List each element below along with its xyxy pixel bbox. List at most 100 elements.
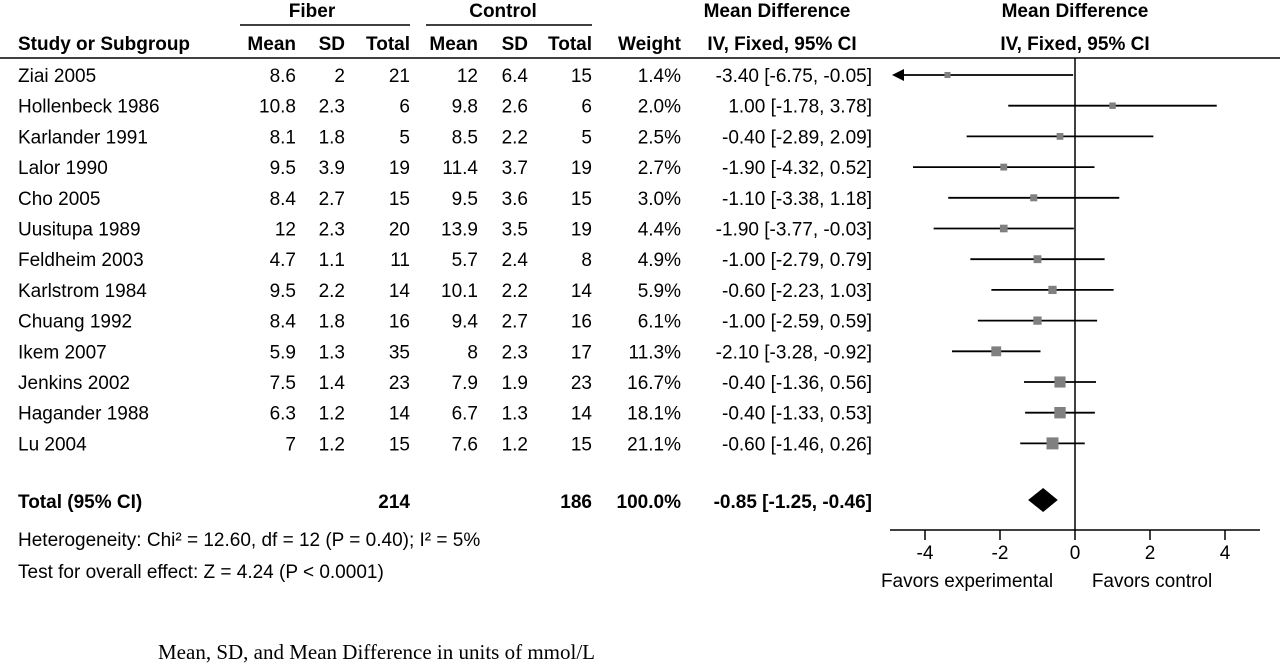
study-ci: -1.90 [-3.77, -0.03] [716,220,872,241]
x-tick-label: -4 [917,543,934,564]
control-mean: 13.9 [441,220,478,241]
control-total: 5 [581,127,592,148]
study-ci: -1.10 [-3.38, 1.18] [722,189,872,210]
study-name: Lu 2004 [18,434,87,455]
study-name: Chuang 1992 [18,312,132,333]
fiber-total: 23 [389,373,410,394]
favors-experimental-label: Favors experimental [881,571,1053,592]
control-sd: 3.7 [502,158,528,179]
study-weight: 11.3% [629,342,682,363]
study-weight: 4.9% [638,250,681,271]
fiber-total: 19 [389,158,410,179]
table-row: Lalor 1990 9.5 3.9 19 11.4 3.7 19 2.7% -1.90 [-4… [18,158,872,179]
control-mean: 8 [467,342,478,363]
x-axis: -4 -2 0 2 4 Favors experimental Favors control [881,529,1260,592]
fiber-mean: 8.6 [270,66,296,87]
control-sd: 3.6 [502,189,528,210]
plot-method-header: IV, Fixed, 95% CI [1000,34,1149,55]
fiber-total: 35 [389,342,410,363]
control-mean-header: Mean [429,34,478,55]
effect-marker [1046,437,1059,450]
ci-arrow [892,69,904,81]
fiber-total: 21 [389,66,410,87]
fiber-total: 16 [389,312,410,333]
study-name: Feldheim 2003 [18,250,144,271]
fiber-mean: 10.8 [259,97,296,118]
units-caption: Mean, SD, and Mean Difference in units o… [158,640,596,664]
control-sd: 6.4 [502,66,529,87]
study-name: Jenkins 2002 [18,373,130,394]
effect-marker [1033,316,1042,325]
fiber-sd: 2.3 [319,220,345,241]
total-ci: -0.85 [-1.25, -0.46] [714,492,872,513]
control-total-header: Total [548,34,592,55]
study-weight: 21.1% [627,434,681,455]
fiber-sd: 1.2 [319,404,345,425]
table-row: Ziai 2005 8.6 2 21 12 6.4 15 1.4% -3.40 [-6.75, … [18,66,872,87]
control-sd: 2.4 [502,250,529,271]
weight-header: Weight [618,34,682,55]
fiber-total: 15 [389,434,410,455]
fiber-sd: 1.3 [319,342,345,363]
plot-mean-difference-header: Mean Difference [1002,1,1149,22]
effect-marker [944,71,951,79]
control-total: 19 [571,220,592,241]
study-ci: -1.00 [-2.79, 0.79] [722,250,872,271]
fiber-sd: 1.8 [319,127,345,148]
fiber-total: 5 [399,127,410,148]
fiber-total: 15 [389,189,410,210]
effect-marker [1033,255,1042,264]
control-sd: 1.3 [502,404,528,425]
effect-method-header: IV, Fixed, 95% CI [707,34,856,55]
study-rows: Ziai 2005 8.6 2 21 12 6.4 15 1.4% -3.40 [-6.75, … [18,66,872,455]
fiber-sd: 1.1 [319,250,345,271]
study-weight: 4.4% [638,220,681,241]
study-name: Karlstrom 1984 [18,281,147,302]
fiber-mean: 9.5 [270,281,296,302]
study-ci: -0.60 [-2.23, 1.03] [722,281,872,302]
fiber-mean-header: Mean [247,34,296,55]
heterogeneity-text: Heterogeneity: Chi² = 12.60, df = 12 (P … [18,530,480,551]
fiber-total: 14 [389,404,411,425]
fiber-sd: 2.2 [319,281,345,302]
control-mean: 7.6 [452,434,478,455]
control-total: 15 [571,434,592,455]
study-weight: 2.7% [638,158,681,179]
fiber-total: 11 [390,250,410,271]
study-weight: 2.5% [638,127,681,148]
study-weight: 1.4% [638,66,681,87]
control-sd: 2.3 [502,342,528,363]
control-group-header: Control [469,1,537,22]
fiber-total: 20 [389,220,410,241]
fiber-total: 14 [389,281,411,302]
total-control-n: 186 [560,492,592,513]
control-mean: 7.9 [452,373,478,394]
fiber-mean: 8.4 [270,312,297,333]
effect-marker [999,224,1008,233]
control-total: 16 [571,312,592,333]
total-label: Total (95% CI) [18,492,142,513]
fiber-sd: 2.7 [319,189,345,210]
study-ci: -0.40 [-1.33, 0.53] [722,404,872,425]
study-ci: -1.00 [-2.59, 0.59] [722,312,872,333]
x-tick-label: 2 [1145,543,1156,564]
fiber-mean: 4.7 [270,250,296,271]
control-sd: 1.9 [502,373,528,394]
table-row: Chuang 1992 8.4 1.8 16 9.4 2.7 16 6.1% -1.00 [-2… [18,312,872,333]
control-mean: 6.7 [452,404,478,425]
control-total: 17 [571,342,592,363]
study-ci: -2.10 [-3.28, -0.92] [716,342,872,363]
study-name: Ziai 2005 [18,66,96,87]
favors-control-label: Favors control [1092,571,1212,592]
study-weight: 3.0% [638,189,681,210]
control-sd: 3.5 [502,220,528,241]
table-row: Jenkins 2002 7.5 1.4 23 7.9 1.9 23 16.7% -0.40 [… [18,373,872,394]
table-row: Cho 2005 8.4 2.7 15 9.5 3.6 15 3.0% -1.10 [-3.38… [18,189,872,210]
study-name: Hagander 1988 [18,404,149,425]
study-name: Lalor 1990 [18,158,108,179]
study-ci: -0.60 [-1.46, 0.26] [722,434,872,455]
fiber-total: 6 [399,97,410,118]
control-total: 15 [571,66,592,87]
study-weight: 2.0% [638,97,681,118]
fiber-mean: 7 [285,434,296,455]
